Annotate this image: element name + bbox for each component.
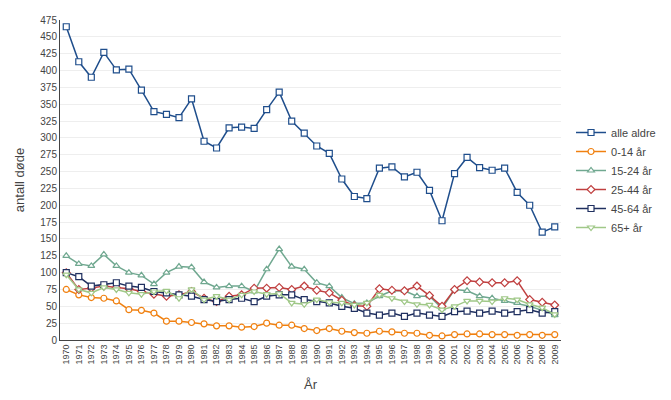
svg-text:1980: 1980: [186, 345, 196, 365]
svg-text:0: 0: [51, 335, 57, 346]
svg-text:475: 475: [40, 15, 57, 26]
svg-text:1985: 1985: [249, 345, 259, 365]
svg-text:2006: 2006: [512, 345, 522, 365]
svg-text:50: 50: [46, 301, 58, 312]
svg-text:antall døde: antall døde: [12, 148, 27, 212]
svg-text:1992: 1992: [337, 345, 347, 365]
svg-text:alle aldre: alle aldre: [611, 127, 656, 139]
svg-text:År: År: [304, 377, 318, 392]
svg-text:450: 450: [40, 31, 57, 42]
svg-text:100: 100: [40, 267, 57, 278]
svg-text:1995: 1995: [374, 345, 384, 365]
svg-text:1993: 1993: [349, 345, 359, 365]
svg-text:225: 225: [40, 183, 57, 194]
svg-text:2000: 2000: [437, 345, 447, 365]
svg-text:1989: 1989: [299, 345, 309, 365]
svg-text:1978: 1978: [161, 345, 171, 365]
svg-text:175: 175: [40, 217, 57, 228]
svg-text:25: 25: [46, 318, 58, 329]
svg-text:1998: 1998: [412, 345, 422, 365]
svg-text:2001: 2001: [449, 345, 459, 365]
svg-text:1983: 1983: [224, 345, 234, 365]
svg-text:125: 125: [40, 250, 57, 261]
svg-text:2007: 2007: [525, 345, 535, 365]
svg-text:1997: 1997: [399, 345, 409, 365]
svg-text:250: 250: [40, 166, 57, 177]
svg-text:1999: 1999: [424, 345, 434, 365]
svg-text:1971: 1971: [74, 345, 84, 365]
svg-text:1988: 1988: [287, 345, 297, 365]
svg-text:75: 75: [46, 284, 58, 295]
svg-text:2009: 2009: [550, 345, 560, 365]
svg-text:200: 200: [40, 200, 57, 211]
svg-text:1977: 1977: [149, 345, 159, 365]
svg-text:1996: 1996: [387, 345, 397, 365]
svg-text:1981: 1981: [199, 345, 209, 365]
svg-text:425: 425: [40, 48, 57, 59]
svg-text:1994: 1994: [362, 345, 372, 365]
svg-text:45-64 år: 45-64 år: [611, 203, 652, 215]
svg-text:1973: 1973: [99, 345, 109, 365]
svg-text:350: 350: [40, 99, 57, 110]
svg-text:400: 400: [40, 65, 57, 76]
svg-text:65+ år: 65+ år: [611, 222, 643, 234]
svg-text:300: 300: [40, 132, 57, 143]
svg-text:1979: 1979: [174, 345, 184, 365]
svg-text:325: 325: [40, 116, 57, 127]
svg-text:1991: 1991: [324, 345, 334, 365]
svg-text:0-14 år: 0-14 år: [611, 146, 646, 158]
svg-text:1984: 1984: [237, 345, 247, 365]
svg-text:275: 275: [40, 149, 57, 160]
svg-text:15-24 år: 15-24 år: [611, 165, 652, 177]
svg-text:1982: 1982: [211, 345, 221, 365]
svg-text:150: 150: [40, 233, 57, 244]
svg-text:1987: 1987: [274, 345, 284, 365]
svg-text:1990: 1990: [312, 345, 322, 365]
svg-text:1974: 1974: [111, 345, 121, 365]
svg-text:2002: 2002: [462, 345, 472, 365]
svg-text:1986: 1986: [262, 345, 272, 365]
svg-text:1975: 1975: [124, 345, 134, 365]
svg-text:1976: 1976: [136, 345, 146, 365]
svg-text:2005: 2005: [500, 345, 510, 365]
svg-text:25-44 år: 25-44 år: [611, 184, 652, 196]
svg-text:1970: 1970: [61, 345, 71, 365]
svg-text:2003: 2003: [475, 345, 485, 365]
svg-text:2004: 2004: [487, 345, 497, 365]
svg-text:2008: 2008: [537, 345, 547, 365]
svg-text:1972: 1972: [86, 345, 96, 365]
svg-text:375: 375: [40, 82, 57, 93]
